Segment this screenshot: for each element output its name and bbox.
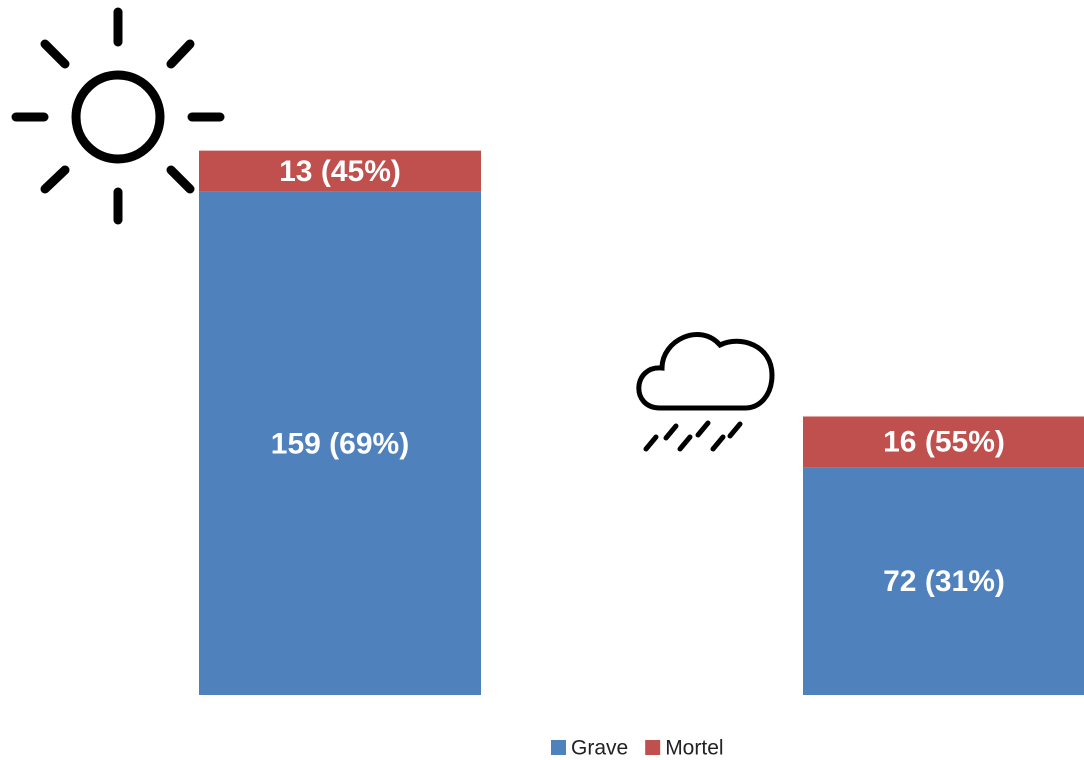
rain-icon bbox=[636, 332, 775, 452]
data-label: 13 (45%) bbox=[279, 155, 401, 188]
bar-segment bbox=[803, 467, 1084, 695]
bar-segment bbox=[199, 150, 481, 192]
legend-swatch bbox=[551, 740, 566, 755]
bar-segment bbox=[199, 191, 481, 695]
bar-segment bbox=[803, 416, 1084, 468]
legend-label: Mortel bbox=[665, 737, 723, 760]
legend-label: Grave bbox=[571, 737, 628, 760]
data-label: 16 (55%) bbox=[883, 426, 1005, 459]
data-label: 72 (31%) bbox=[883, 565, 1005, 598]
data-label: 159 (69%) bbox=[271, 427, 409, 460]
legend-swatch bbox=[645, 740, 661, 755]
sun-icon bbox=[11, 7, 225, 225]
